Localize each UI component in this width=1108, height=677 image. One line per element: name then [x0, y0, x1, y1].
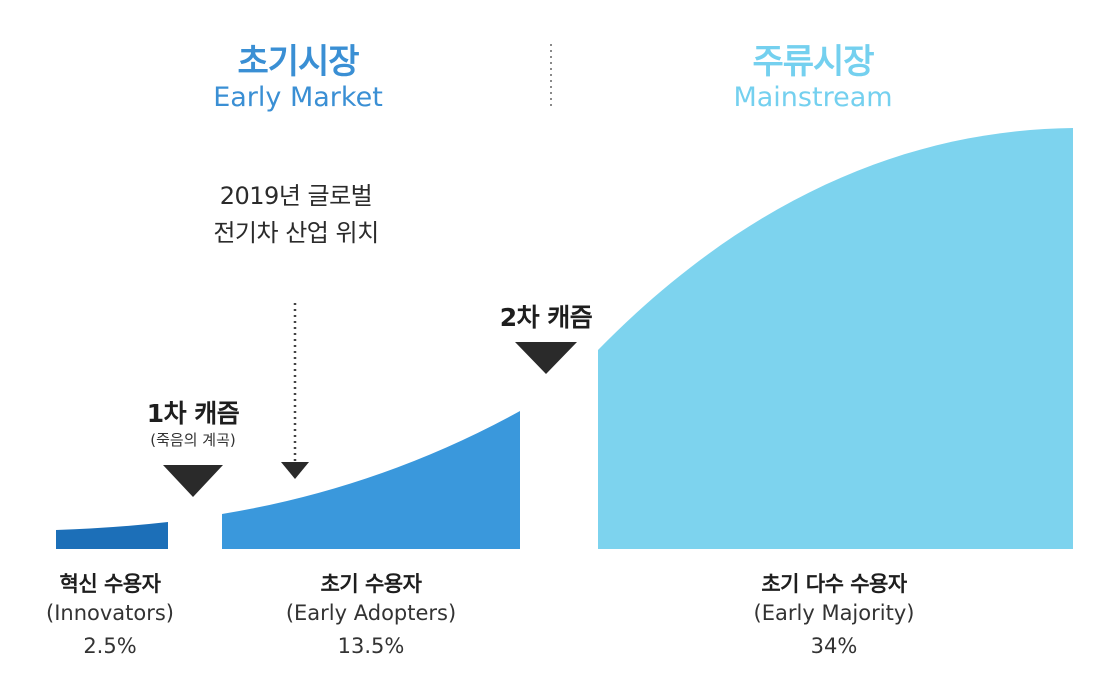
- innovators-share: 2.5%: [83, 634, 137, 658]
- innovators-segment: [56, 522, 168, 549]
- early-market-title-en: Early Market: [213, 82, 383, 113]
- chasm-2-marker-triangle: [515, 342, 577, 374]
- chasm-1-title: 1차 캐즘: [146, 399, 240, 428]
- early-majority-label-ko: 초기 다수 수용자: [761, 572, 907, 596]
- early-adopters-share: 13.5%: [337, 634, 405, 658]
- chasm-1-subtitle: (죽음의 계곡): [150, 431, 236, 449]
- position-pointer-arrowhead: [281, 462, 309, 479]
- early-adopters-label-ko: 초기 수용자: [320, 572, 422, 596]
- innovators-label-ko: 혁신 수용자: [59, 572, 161, 596]
- chasm-2-title: 2차 캐즘: [499, 303, 593, 332]
- mainstream-title-en: Mainstream: [733, 82, 893, 113]
- early-majority-segment: [598, 128, 1073, 549]
- early-market-title-ko: 초기시장: [237, 42, 359, 82]
- mainstream-title-ko: 주류시장: [752, 42, 874, 82]
- early-adopters-segment: [222, 411, 520, 549]
- innovators-label-en: (Innovators): [46, 601, 174, 625]
- position-annotation-line2: 전기차 산업 위치: [213, 219, 379, 247]
- position-annotation-line1: 2019년 글로벌: [219, 182, 373, 210]
- early-majority-share: 34%: [810, 634, 858, 658]
- early-majority-label-en: (Early Majority): [753, 601, 915, 625]
- early-adopters-label-en: (Early Adopters): [285, 601, 457, 625]
- chasm-1-marker-triangle: [163, 465, 223, 497]
